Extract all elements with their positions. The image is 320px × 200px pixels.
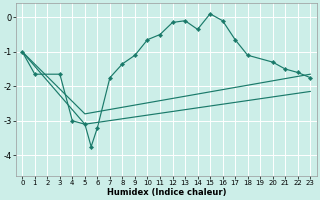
- X-axis label: Humidex (Indice chaleur): Humidex (Indice chaleur): [107, 188, 226, 197]
